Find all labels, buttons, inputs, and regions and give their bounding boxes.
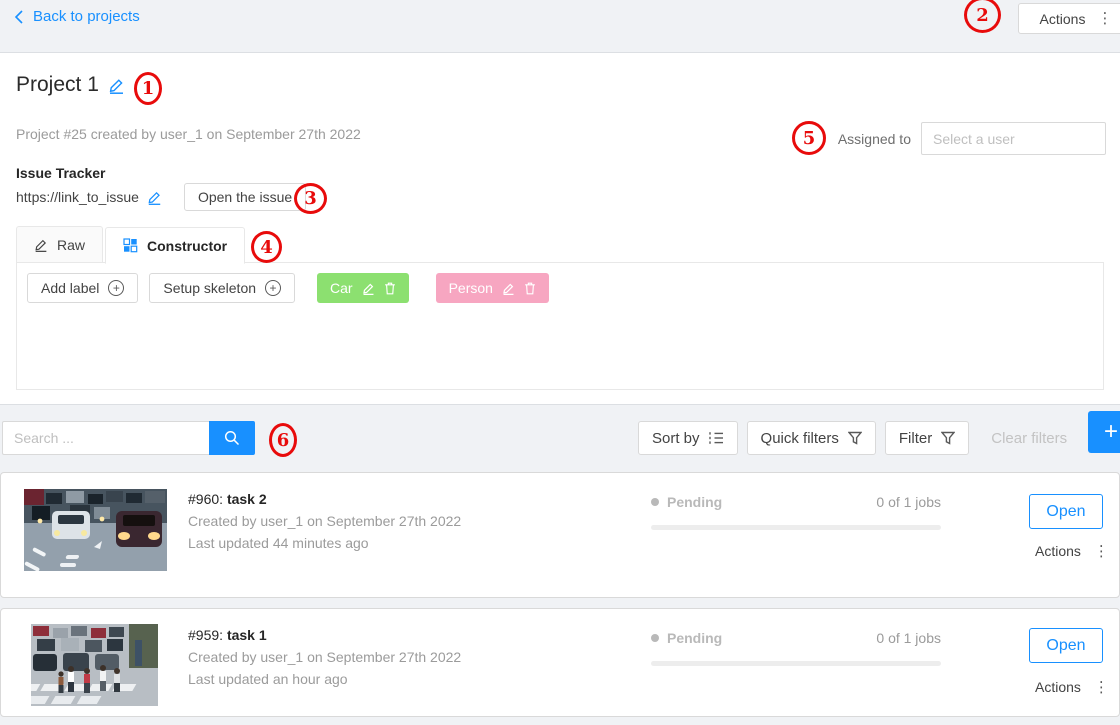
task-actions-button[interactable]: Actions ⋮ xyxy=(1035,543,1109,559)
project-actions-button[interactable]: Actions ⋮ xyxy=(1018,3,1120,34)
add-label-button[interactable]: Add label + xyxy=(27,273,139,303)
setup-skeleton-button[interactable]: Setup skeleton + xyxy=(149,273,296,303)
status-dot-icon xyxy=(651,498,659,506)
sort-by-label: Sort by xyxy=(652,429,700,447)
annotation-circle-1: 1 xyxy=(134,72,162,105)
edit-label-icon[interactable] xyxy=(362,282,375,295)
task-row-960: #960: task 2 Created by user_1 on Septem… xyxy=(0,472,1120,598)
pencil-icon xyxy=(34,238,48,252)
more-vertical-icon: ⋮ xyxy=(1093,678,1109,696)
plus-circle-icon: + xyxy=(108,280,125,296)
search-icon xyxy=(224,430,240,446)
task-status-badge: Pending xyxy=(651,494,722,510)
task-id: #959: xyxy=(188,627,224,643)
task-status-label: Pending xyxy=(667,630,723,646)
task-actions-button[interactable]: Actions ⋮ xyxy=(1035,679,1109,695)
task-progress-bar xyxy=(651,661,941,666)
project-title: Project 1 xyxy=(16,73,99,96)
task-id: #960: xyxy=(188,491,224,507)
task-created-text: Created by user_1 on September 27th 2022 xyxy=(188,649,462,665)
setup-skeleton-label: Setup skeleton xyxy=(163,280,257,296)
delete-label-icon[interactable] xyxy=(524,282,536,295)
label-constructor-panel: Add label + Setup skeleton + Car Person xyxy=(16,262,1104,390)
assigned-to-label: Assigned to xyxy=(837,130,911,147)
task-created-text: Created by user_1 on September 27th 2022 xyxy=(188,513,462,529)
clear-filters-button[interactable]: Clear filters xyxy=(991,429,1068,447)
open-task-button[interactable]: Open xyxy=(1029,494,1103,529)
annotation-circle-6: 6 xyxy=(269,423,297,457)
task-name[interactable]: task 2 xyxy=(226,491,267,507)
open-task-button[interactable]: Open xyxy=(1029,628,1103,663)
search-input[interactable] xyxy=(2,421,209,455)
quick-filters-label: Quick filters xyxy=(760,429,839,447)
back-to-projects-link[interactable]: Back to projects xyxy=(14,8,140,25)
task-updated-text: Last updated an hour ago xyxy=(188,671,348,687)
edit-project-name-icon[interactable] xyxy=(108,77,125,94)
filter-button[interactable]: Filter xyxy=(884,421,970,455)
edit-issue-url-icon[interactable] xyxy=(147,190,162,205)
edit-label-icon[interactable] xyxy=(502,282,515,295)
task-name[interactable]: task 1 xyxy=(226,627,267,643)
task-progress-bar xyxy=(651,525,941,530)
add-task-button[interactable]: + xyxy=(1088,411,1120,453)
back-link-label: Back to projects xyxy=(33,8,140,25)
more-vertical-icon: ⋮ xyxy=(1097,10,1113,27)
task-status-badge: Pending xyxy=(651,630,722,646)
label-pill-car: Car xyxy=(317,273,409,303)
annotation-circle-2: 2 xyxy=(964,0,1001,33)
task-row-959: #959: task 1 Created by user_1 on Septem… xyxy=(0,608,1120,717)
delete-label-icon[interactable] xyxy=(384,282,396,295)
filter-funnel-icon xyxy=(847,431,862,445)
label-pill-person: Person xyxy=(435,273,549,303)
status-dot-icon xyxy=(651,634,659,642)
tab-constructor-label: Constructor xyxy=(147,237,228,254)
build-icon xyxy=(123,238,138,253)
filter-funnel-icon xyxy=(941,431,956,445)
project-meta-text: Project #25 created by user_1 on Septemb… xyxy=(16,126,361,142)
assignee-select[interactable] xyxy=(921,122,1106,155)
label-name: Person xyxy=(448,280,493,296)
label-editor-tabs: Raw Constructor xyxy=(16,226,246,264)
task-thumbnail xyxy=(31,624,158,706)
plus-circle-icon: + xyxy=(265,280,282,296)
task-actions-label: Actions xyxy=(1035,543,1081,559)
tab-constructor[interactable]: Constructor xyxy=(105,227,246,264)
label-name: Car xyxy=(330,280,353,296)
annotation-circle-4: 4 xyxy=(251,231,282,263)
sort-by-button[interactable]: Sort by xyxy=(638,421,738,455)
more-vertical-icon: ⋮ xyxy=(1093,542,1109,560)
search-button[interactable] xyxy=(209,421,255,455)
annotation-circle-3: 3 xyxy=(294,183,327,214)
task-jobs-count: 0 of 1 jobs xyxy=(876,494,941,510)
tab-raw[interactable]: Raw xyxy=(16,226,104,263)
task-actions-label: Actions xyxy=(1035,679,1081,695)
annotation-circle-5: 5 xyxy=(792,121,826,155)
issue-tracker-url: https://link_to_issue xyxy=(16,189,139,205)
quick-filters-button[interactable]: Quick filters xyxy=(746,421,876,455)
task-thumbnail xyxy=(24,489,167,571)
filter-label: Filter xyxy=(898,429,933,447)
add-label-label: Add label xyxy=(41,280,100,296)
project-actions-label: Actions xyxy=(1039,10,1086,27)
task-updated-text: Last updated 44 minutes ago xyxy=(188,535,369,551)
task-jobs-count: 0 of 1 jobs xyxy=(876,630,941,646)
task-status-label: Pending xyxy=(667,494,723,510)
ordered-list-icon xyxy=(708,431,724,445)
back-chevron-icon xyxy=(14,9,24,24)
tab-raw-label: Raw xyxy=(57,236,86,253)
project-details-card: Project 1 Project #25 created by user_1 … xyxy=(0,52,1120,405)
open-issue-button[interactable]: Open the issue xyxy=(183,183,307,211)
issue-tracker-label: Issue Tracker xyxy=(16,165,106,181)
